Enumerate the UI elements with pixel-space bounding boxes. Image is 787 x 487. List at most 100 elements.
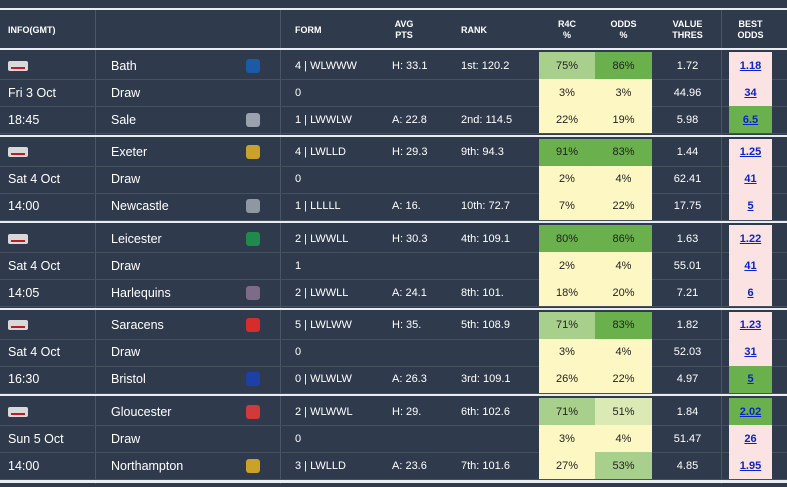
best-odds-link[interactable]: 1.95 (739, 459, 762, 472)
team-name: Northampton (111, 458, 184, 473)
best-odds-link[interactable]: 26 (744, 432, 757, 445)
header-rank: RANK (461, 12, 521, 48)
team-crest-cell (246, 452, 262, 479)
best-odds-link[interactable]: 1.18 (739, 59, 762, 72)
match-time: 16:30 (8, 372, 40, 386)
header-best-label: BEST (738, 19, 763, 29)
match-group: Exeter 4 | LWLLD H: 29.3 9th: 94.3 91% 83% 1.4… (0, 134, 787, 224)
avg-points: H: 29.3 (392, 146, 428, 158)
r4c-percent: 75% (539, 52, 595, 79)
league-logo-cell (0, 312, 103, 339)
best-odds-cell: 1.23 (729, 311, 772, 339)
r4c-percent: 2% (539, 252, 595, 279)
odds-percent: 20% (595, 279, 652, 306)
best-odds-cell: 5 (729, 365, 772, 393)
odds-percent: 51% (595, 398, 652, 425)
team-name: Draw (111, 258, 141, 273)
team-name: Saracens (111, 318, 164, 332)
team-rank: 9th: 94.3 (461, 146, 504, 158)
value-threshold: 1.72 (676, 59, 699, 72)
odds-percent: 22% (595, 365, 652, 393)
best-odds-cell: 31 (729, 338, 772, 366)
table-row: Sat 4 Oct Draw 0 2% 4% 62.41 41 (0, 165, 787, 194)
value-threshold: 52.03 (673, 346, 702, 358)
team-form: 1 (295, 259, 302, 272)
r4c-percent: 71% (539, 398, 595, 425)
match-time: 14:05 (8, 285, 40, 300)
odds-percent: 4% (595, 338, 652, 366)
r4c-percent: 22% (539, 106, 595, 133)
team-form: 1 | LLLLL (295, 200, 341, 212)
team-rank: 4th: 109.1 (461, 232, 510, 245)
odds-percent: 22% (595, 192, 652, 220)
team-name: Bath (111, 58, 137, 73)
best-odds-link[interactable]: 41 (744, 173, 757, 185)
r4c-percent: 3% (539, 338, 595, 366)
league-logo-cell (0, 139, 103, 166)
team-rank (461, 425, 537, 452)
value-threshold: 44.96 (673, 86, 702, 99)
avg-points (392, 79, 457, 106)
table-row: 16:30 Bristol 0 | WLWLW A: 26.3 3rd: 109.1 26… (0, 365, 787, 394)
best-odds-link[interactable]: 1.23 (739, 319, 762, 331)
best-odds-link[interactable]: 2.02 (739, 405, 762, 418)
avg-points: H: 29. (392, 405, 422, 418)
sale-crest-icon (246, 112, 260, 127)
bath-crest-icon (246, 58, 260, 73)
team-name: Sale (111, 112, 137, 127)
header-r4c-label: R4C (557, 19, 576, 29)
best-odds-link[interactable]: 34 (744, 86, 757, 99)
team-form: 2 | LWWLL (295, 232, 349, 245)
odds-percent: 83% (595, 311, 652, 339)
rugby-league-logo-icon (8, 406, 28, 417)
bristol-crest-icon (246, 372, 260, 386)
avg-points: A: 26.3 (392, 373, 427, 385)
avg-points: H: 33.1 (392, 59, 428, 72)
team-form: 0 (295, 173, 302, 185)
team-form: 0 (295, 432, 302, 445)
best-odds-cell: 1.18 (729, 52, 772, 79)
table-row: 18:45 Sale 1 | LWWLW A: 22.8 2nd: 114.5 22% 19… (0, 106, 787, 134)
table-row: Gloucester 2 | WLWWL H: 29. 6th: 102.6 71% 51… (0, 398, 787, 426)
leicester-crest-icon (246, 231, 260, 246)
best-odds-link[interactable]: 41 (744, 259, 757, 272)
team-form: 4 | WLWWW (295, 59, 357, 72)
odds-percent: 4% (595, 252, 652, 279)
team-name: Draw (111, 345, 141, 359)
best-odds-link[interactable]: 5 (747, 200, 754, 212)
league-logo-cell (0, 52, 103, 79)
best-odds-link[interactable]: 6.5 (742, 113, 759, 126)
odds-percent: 19% (595, 106, 652, 133)
table-row: Bath 4 | WLWWW H: 33.1 1st: 120.2 75% 86% 1.72… (0, 52, 787, 80)
team-rank: 2nd: 114.5 (461, 113, 513, 126)
team-form: 4 | LWLLD (295, 146, 346, 158)
value-threshold: 1.63 (676, 232, 699, 245)
header-odds-pct-label: % (619, 30, 628, 40)
team-rank (461, 339, 537, 366)
avg-points: A: 23.6 (392, 459, 427, 472)
team-crest-cell (246, 139, 262, 166)
table-row: Fri 3 Oct Draw 0 3% 3% 44.96 34 (0, 79, 787, 107)
header-pts-label: PTS (395, 30, 413, 40)
best-odds-link[interactable]: 1.25 (739, 146, 762, 158)
avg-points: A: 22.8 (392, 113, 427, 126)
rugby-league-logo-icon (8, 147, 28, 157)
team-name: Newcastle (111, 199, 169, 213)
match-day: Sat 4 Oct (8, 258, 61, 273)
best-odds-link[interactable]: 5 (747, 373, 754, 385)
team-rank: 1st: 120.2 (461, 59, 510, 72)
league-logo-cell (0, 398, 103, 425)
value-threshold: 1.84 (676, 405, 699, 418)
value-threshold: 7.21 (676, 286, 699, 299)
team-form: 3 | LWLLD (295, 459, 346, 472)
avg-points: H: 30.3 (392, 232, 428, 245)
best-odds-link[interactable]: 31 (744, 346, 757, 358)
best-odds-link[interactable]: 6 (747, 286, 754, 299)
header-info-label: INFO(GMT) (8, 24, 56, 35)
avg-points: A: 16. (392, 200, 421, 212)
r4c-percent: 71% (539, 311, 595, 339)
best-odds-link[interactable]: 1.22 (739, 232, 762, 245)
best-odds-cell: 41 (729, 165, 772, 193)
avg-points (392, 425, 457, 452)
